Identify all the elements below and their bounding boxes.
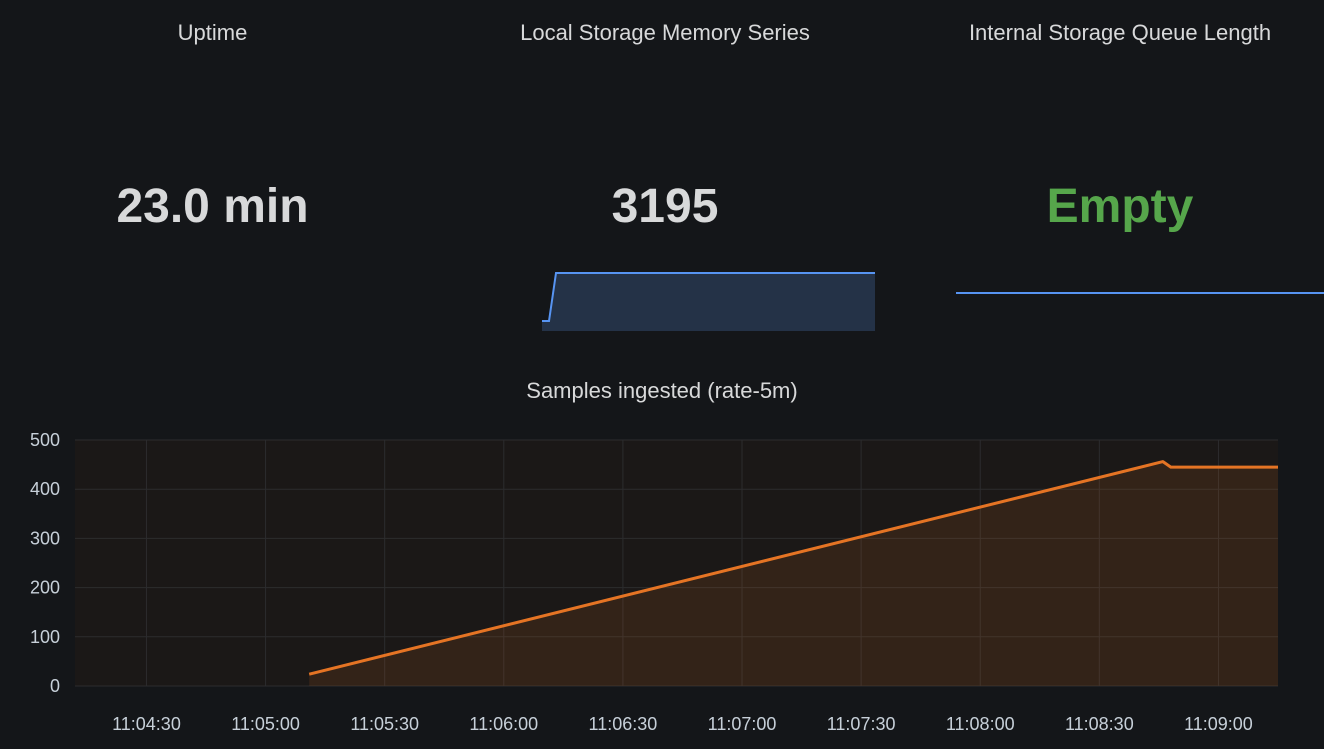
plot-area [75, 440, 1278, 686]
queue-length-title[interactable]: Internal Storage Queue Length [968, 20, 1272, 45]
y-tick-label: 400 [30, 479, 60, 499]
x-tick-label: 11:04:30 [112, 714, 181, 734]
x-tick-label: 11:06:00 [469, 714, 538, 734]
series-area [309, 461, 1278, 686]
y-tick-label: 300 [30, 528, 60, 548]
memory-series-title[interactable]: Local Storage Memory Series [520, 20, 810, 45]
y-tick-label: 100 [30, 627, 60, 647]
y-axis-ticks: 0 100 200 300 400 500 [30, 430, 60, 696]
y-tick-label: 500 [30, 430, 60, 450]
memory-series-sparkline-fill [542, 274, 875, 331]
x-tick-label: 11:07:30 [827, 714, 896, 734]
memory-series-sparkline [542, 272, 875, 322]
y-tick-label: 200 [30, 578, 60, 598]
x-tick-label: 11:05:00 [231, 714, 300, 734]
memory-series-value: 3195 [611, 180, 719, 233]
y-tick-label: 0 [50, 676, 60, 696]
x-tick-label: 11:06:30 [589, 714, 658, 734]
x-axis-ticks: 11:04:30 11:05:00 11:05:30 11:06:00 11:06:30… [112, 714, 1253, 734]
uptime-title[interactable]: Uptime [177, 20, 248, 45]
x-tick-label: 11:08:30 [1065, 714, 1134, 734]
x-tick-label: 11:09:00 [1184, 714, 1253, 734]
x-tick-label: 11:07:00 [708, 714, 777, 734]
series-line [308, 460, 1278, 676]
uptime-value: 23.0 min [116, 180, 309, 233]
grid-lines [75, 439, 1278, 687]
x-tick-label: 11:05:30 [350, 714, 419, 734]
queue-length-value: Empty [1046, 180, 1194, 233]
chart-title[interactable]: Samples ingested (rate-5m) [526, 378, 798, 403]
x-tick-label: 11:08:00 [946, 714, 1015, 734]
